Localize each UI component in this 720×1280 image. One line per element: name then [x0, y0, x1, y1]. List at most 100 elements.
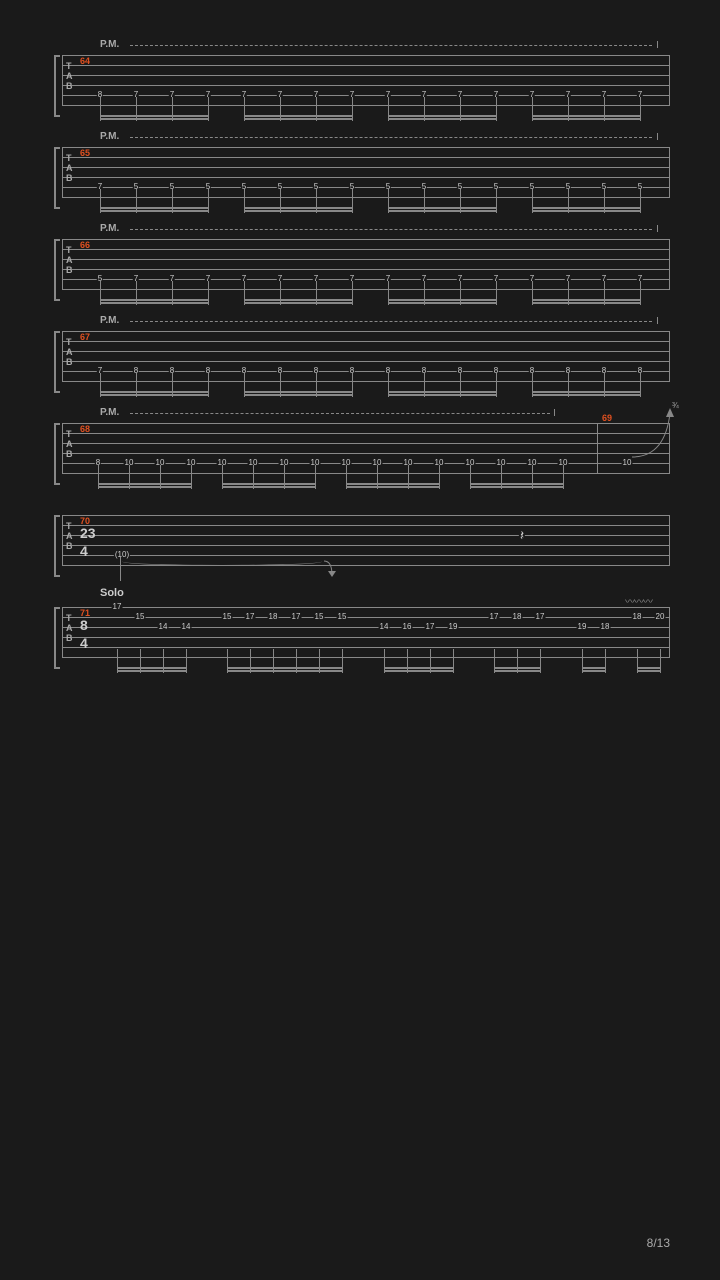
tab-staff: TAB 23 4 (10) 𝄽	[62, 515, 670, 565]
tab-staff: TAB 5777777777777777	[62, 239, 670, 289]
measure-number: 65	[80, 148, 90, 158]
time-signature-top: 8	[80, 617, 88, 633]
tab-clef: TAB	[66, 429, 73, 459]
beam-group	[244, 291, 352, 305]
fret-number: 14	[158, 623, 169, 631]
measure-number: 70	[80, 516, 90, 526]
fret-number: 18	[632, 613, 643, 621]
measure-65: P.M. 65 TAB 7555555555555555	[50, 147, 670, 197]
measure-number-69: 69	[602, 413, 612, 423]
fret-number: 17	[245, 613, 256, 621]
beam-group	[532, 291, 640, 305]
fret-number: 16	[402, 623, 413, 631]
vibrato-icon: 〰〰〰	[625, 593, 652, 608]
fret-number: 15	[222, 613, 233, 621]
beam-group	[346, 475, 439, 489]
fret-number: 19	[577, 623, 588, 631]
beam-group	[227, 659, 342, 673]
beam-group	[637, 659, 660, 673]
time-signature-top: 23	[80, 525, 96, 541]
palm-mute-end	[657, 225, 658, 232]
tie-curve	[122, 557, 322, 566]
palm-mute-end	[554, 409, 555, 416]
time-signature-bottom: 4	[80, 635, 88, 651]
beam-group	[100, 107, 208, 121]
palm-mute-line	[130, 320, 652, 322]
tab-staff: TAB 7888888888888888	[62, 331, 670, 381]
tab-staff: 69 TAB 8101010101010101010101010101010 1…	[62, 423, 670, 473]
palm-mute-end	[657, 133, 658, 140]
beam-group	[532, 199, 640, 213]
beam-group	[100, 291, 208, 305]
fret-number: 18	[512, 613, 523, 621]
measure-70: 70 TAB 23 4 (10) 𝄽	[50, 515, 670, 565]
fret-number: 10	[622, 459, 633, 467]
fret-number: 15	[135, 613, 146, 621]
measure-number: 66	[80, 240, 90, 250]
staff-bracket	[54, 239, 60, 301]
beam-group	[100, 383, 208, 397]
measure-number: 64	[80, 56, 90, 66]
tab-clef: TAB	[66, 153, 73, 183]
beam-group	[98, 475, 191, 489]
staff-bracket	[54, 147, 60, 209]
palm-mute-line	[130, 412, 550, 414]
palm-mute-label: P.M.	[100, 223, 119, 234]
tab-staff: TAB 7555555555555555	[62, 147, 670, 197]
palm-mute-line	[130, 44, 652, 46]
fret-number: 15	[337, 613, 348, 621]
measure-71: Solo 〰〰〰 71 TAB 8 4 17151414151718171515…	[50, 607, 670, 657]
fret-number: 20	[655, 613, 666, 621]
fret-number: 14	[379, 623, 390, 631]
tab-staff: TAB 8 4 17151414151718171515141617191718…	[62, 607, 670, 657]
measure-number: 68	[80, 424, 90, 434]
fret-number: 18	[268, 613, 279, 621]
staff-bracket	[54, 55, 60, 117]
tab-clef: TAB	[66, 613, 73, 643]
measure-68-69: P.M. 68 69 TAB 8101010101010101010101010…	[50, 423, 670, 473]
measure-number: 71	[80, 608, 90, 618]
palm-mute-label: P.M.	[100, 39, 119, 50]
measure-64: P.M. 64 TAB 8777777777777777	[50, 55, 670, 105]
palm-mute-label: P.M.	[100, 315, 119, 326]
time-signature-bottom: 4	[80, 543, 88, 559]
fret-number: 18	[600, 623, 611, 631]
rest-symbol: 𝄽	[519, 531, 525, 539]
tab-clef: TAB	[66, 337, 73, 367]
fret-number: 19	[448, 623, 459, 631]
section-label: Solo	[100, 587, 124, 599]
palm-mute-label: P.M.	[100, 407, 119, 418]
beam-group	[244, 107, 352, 121]
beam-group	[384, 659, 453, 673]
beam-group	[470, 475, 563, 489]
beam-group	[494, 659, 540, 673]
palm-mute-end	[657, 317, 658, 324]
tab-staff: TAB 8777777777777777	[62, 55, 670, 105]
fret-number: 17	[425, 623, 436, 631]
fret-number: 17	[489, 613, 500, 621]
page-number: 8/13	[647, 1236, 670, 1250]
bend-arrow-icon	[630, 405, 675, 460]
palm-mute-label: P.M.	[100, 131, 119, 142]
beam-group	[388, 107, 496, 121]
beam-group	[388, 383, 496, 397]
fret-number: 17	[535, 613, 546, 621]
fret-number: 17	[112, 603, 123, 611]
beam-group	[117, 659, 186, 673]
beam-group	[100, 199, 208, 213]
beam-group	[388, 199, 496, 213]
staff-bracket	[54, 607, 60, 669]
beam-group	[222, 475, 315, 489]
beam-group	[532, 383, 640, 397]
fret-number: 15	[314, 613, 325, 621]
fret-number: 14	[181, 623, 192, 631]
beam-group	[244, 383, 352, 397]
palm-mute-line	[130, 136, 652, 138]
tab-clef: TAB	[66, 245, 73, 275]
beam-group	[532, 107, 640, 121]
staff-bracket	[54, 515, 60, 577]
measure-67: P.M. 67 TAB 7888888888888888	[50, 331, 670, 381]
beam-group	[582, 659, 605, 673]
tab-clef: TAB	[66, 521, 73, 551]
measure-66: P.M. 66 TAB 5777777777777777	[50, 239, 670, 289]
